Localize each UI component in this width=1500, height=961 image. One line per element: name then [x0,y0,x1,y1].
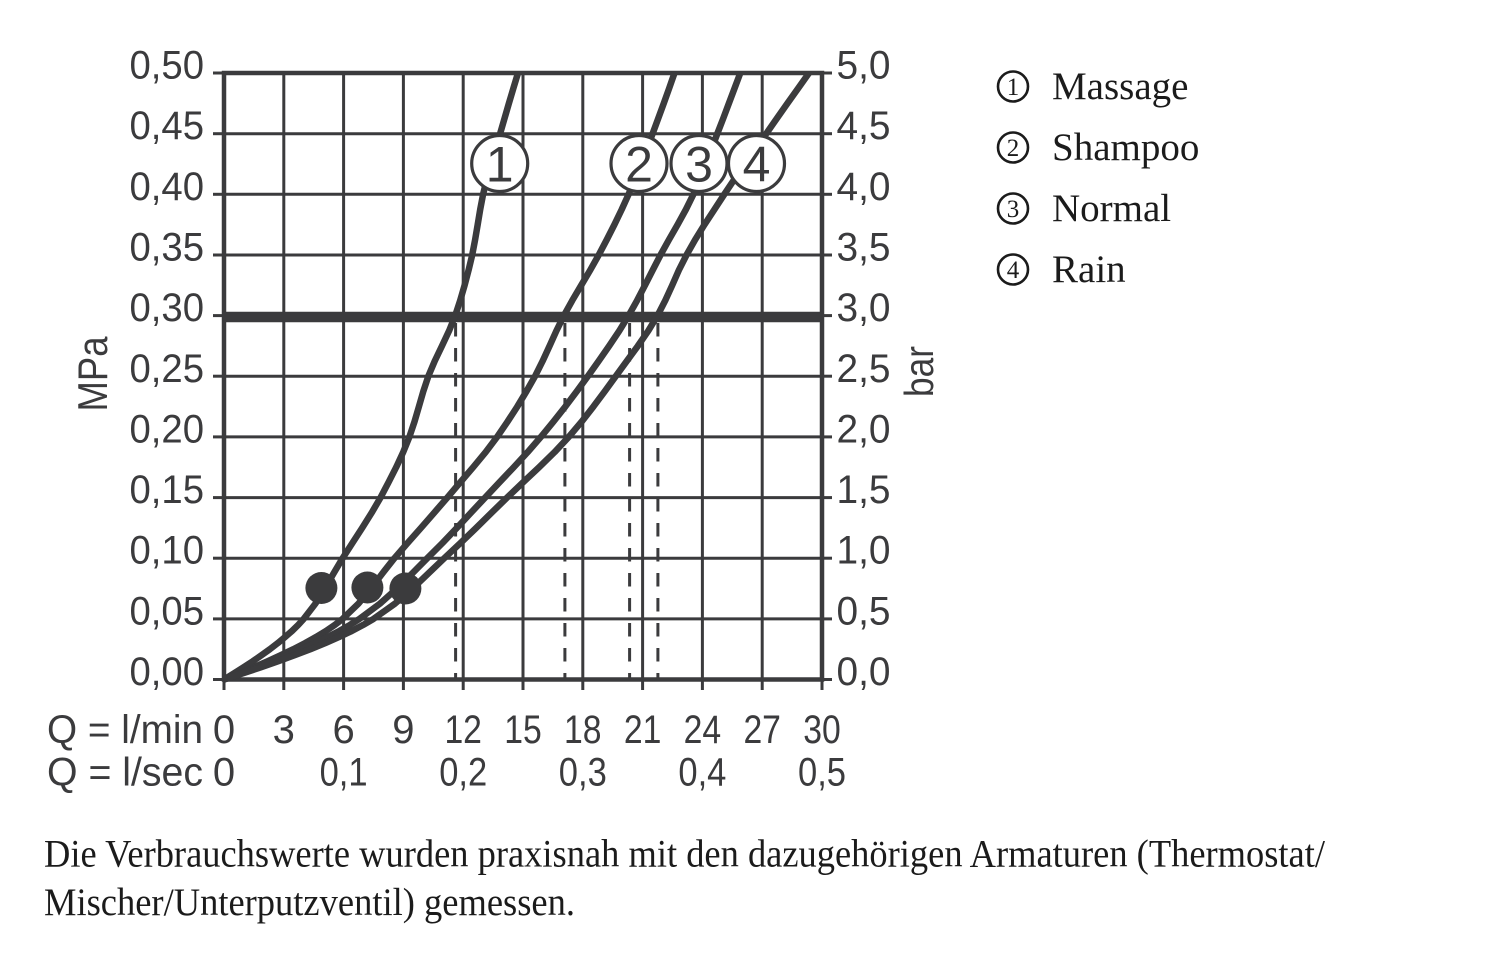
svg-text:3: 3 [1007,196,1020,223]
svg-text:2: 2 [625,137,653,193]
svg-text:Rain: Rain [1052,248,1126,291]
svg-text:21: 21 [624,708,662,752]
svg-text:MPa: MPa [69,336,116,412]
svg-text:Normal: Normal [1052,187,1171,230]
svg-text:3,5: 3,5 [837,226,891,270]
svg-text:0,50: 0,50 [130,44,205,88]
svg-text:Shampoo: Shampoo [1052,126,1199,169]
svg-text:12: 12 [444,708,482,752]
svg-text:9: 9 [392,708,414,752]
svg-text:0,2: 0,2 [439,751,487,795]
svg-text:4: 4 [743,137,771,193]
svg-text:5,0: 5,0 [837,44,891,88]
svg-text:1,0: 1,0 [837,529,891,573]
svg-text:2,5: 2,5 [837,347,891,391]
svg-text:0,40: 0,40 [130,165,205,209]
svg-text:2: 2 [1007,135,1020,162]
svg-text:0,05: 0,05 [130,589,205,633]
svg-text:Q = l/sec: Q = l/sec [47,751,203,795]
svg-text:1,5: 1,5 [837,468,891,512]
svg-text:3: 3 [273,708,295,752]
svg-text:15: 15 [504,708,542,752]
svg-text:1: 1 [486,137,514,193]
svg-text:1: 1 [1007,74,1020,101]
svg-text:0,00: 0,00 [130,650,205,694]
svg-text:0,45: 0,45 [130,104,205,148]
svg-text:2,0: 2,0 [837,407,891,451]
svg-text:0,0: 0,0 [837,650,891,694]
svg-text:Mischer/Unterputzventil) gemes: Mischer/Unterputzventil) gemessen. [44,880,575,924]
svg-text:0,1: 0,1 [320,751,368,795]
svg-text:0,10: 0,10 [130,529,205,573]
svg-text:27: 27 [743,708,781,752]
svg-text:Die Verbrauchswerte wurden pra: Die Verbrauchswerte wurden praxisnah mit… [44,832,1325,876]
svg-text:4,5: 4,5 [837,104,891,148]
svg-text:4,0: 4,0 [837,165,891,209]
svg-text:0: 0 [213,751,235,795]
svg-text:0,5: 0,5 [837,589,891,633]
svg-text:bar: bar [896,346,942,397]
svg-text:Q = l/min: Q = l/min [47,708,203,752]
svg-text:0,5: 0,5 [798,751,846,795]
svg-text:0,30: 0,30 [130,286,205,330]
svg-text:3,0: 3,0 [837,286,891,330]
svg-text:0,3: 0,3 [559,751,607,795]
svg-text:30: 30 [803,708,841,752]
svg-text:4: 4 [1007,257,1020,284]
svg-text:3: 3 [685,137,713,193]
svg-text:24: 24 [684,708,722,752]
svg-text:0,15: 0,15 [130,468,205,512]
svg-text:0,4: 0,4 [678,751,726,795]
svg-text:6: 6 [332,708,354,752]
svg-text:0,35: 0,35 [130,226,205,270]
svg-text:0,25: 0,25 [130,347,205,391]
svg-text:0: 0 [213,708,235,752]
svg-text:0,20: 0,20 [130,407,205,451]
svg-text:Massage: Massage [1052,65,1188,108]
svg-text:18: 18 [564,708,602,752]
